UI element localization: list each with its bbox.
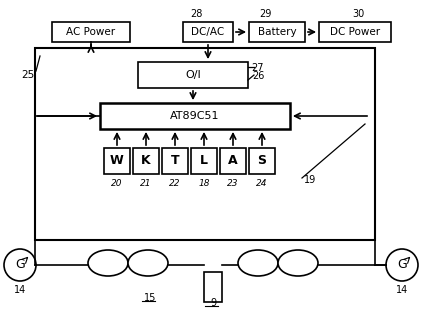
Text: DC Power: DC Power [330, 27, 380, 37]
Text: 24: 24 [256, 178, 268, 187]
Bar [183, 22, 233, 42]
Text: O/I: O/I [185, 70, 201, 80]
Text: AC Power: AC Power [66, 27, 116, 37]
Bar [249, 22, 305, 42]
Text: Battery: Battery [258, 27, 296, 37]
Text: S: S [257, 155, 267, 167]
Text: 20: 20 [111, 178, 123, 187]
Text: 15: 15 [144, 293, 156, 303]
Text: 9: 9 [210, 298, 216, 308]
Text: G: G [15, 259, 25, 271]
Bar [162, 148, 188, 174]
Bar [249, 148, 275, 174]
Text: 30: 30 [352, 9, 364, 19]
Bar [52, 22, 130, 42]
Text: 14: 14 [396, 285, 408, 295]
Text: G: G [397, 259, 407, 271]
Bar [133, 148, 159, 174]
Ellipse shape [278, 250, 318, 276]
Text: 14: 14 [14, 285, 26, 295]
Ellipse shape [238, 250, 278, 276]
Text: 26: 26 [252, 71, 264, 81]
Circle shape [386, 249, 418, 281]
Text: 18: 18 [198, 178, 210, 187]
Circle shape [4, 249, 36, 281]
Text: 25: 25 [22, 70, 35, 80]
Text: AT89C51: AT89C51 [170, 111, 220, 121]
Bar [204, 272, 222, 302]
Bar [104, 148, 130, 174]
Bar [138, 62, 248, 88]
Text: 27: 27 [252, 63, 264, 73]
Bar [319, 22, 391, 42]
Bar [100, 103, 290, 129]
Bar [191, 148, 217, 174]
Ellipse shape [128, 250, 168, 276]
Text: 28: 28 [190, 9, 202, 19]
Ellipse shape [88, 250, 128, 276]
Bar [220, 148, 246, 174]
Text: 19: 19 [304, 175, 316, 185]
Text: 21: 21 [140, 178, 152, 187]
Text: 22: 22 [169, 178, 181, 187]
Text: W: W [110, 155, 124, 167]
Text: T: T [170, 155, 179, 167]
Text: 23: 23 [227, 178, 239, 187]
Text: 29: 29 [259, 9, 271, 19]
Text: L: L [200, 155, 208, 167]
Bar [35, 48, 375, 240]
Text: K: K [141, 155, 151, 167]
Text: A: A [228, 155, 238, 167]
Text: DC/AC: DC/AC [191, 27, 225, 37]
